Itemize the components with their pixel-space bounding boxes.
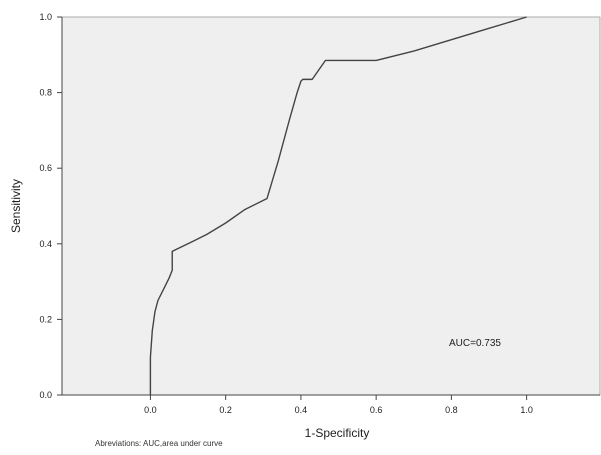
roc-curve-line bbox=[149, 16, 527, 395]
y-tick-label: 0.8 bbox=[39, 88, 52, 98]
y-tick-label: 0.0 bbox=[39, 390, 52, 400]
x-tick-label: 0.2 bbox=[219, 405, 232, 415]
x-axis-title: 1-Specificity bbox=[305, 426, 370, 440]
y-tick-label: 0.4 bbox=[39, 239, 52, 249]
y-tick-label: 1.0 bbox=[39, 12, 52, 22]
plot-area bbox=[61, 16, 601, 396]
x-tick-label: 0.6 bbox=[370, 405, 383, 415]
auc-annotation: AUC=0.735 bbox=[449, 338, 501, 349]
y-axis-title: Sensitivity bbox=[9, 179, 23, 233]
x-tick-label: 1.0 bbox=[520, 405, 533, 415]
x-tick-label: 0.0 bbox=[144, 405, 157, 415]
y-tick-label: 0.6 bbox=[39, 163, 52, 173]
footnote-abbreviations: Abreviations: AUC,area under curve bbox=[95, 439, 223, 448]
x-tick-label: 0.4 bbox=[295, 405, 308, 415]
x-tick-label: 0.8 bbox=[445, 405, 458, 415]
y-tick-label: 0.2 bbox=[39, 314, 52, 324]
